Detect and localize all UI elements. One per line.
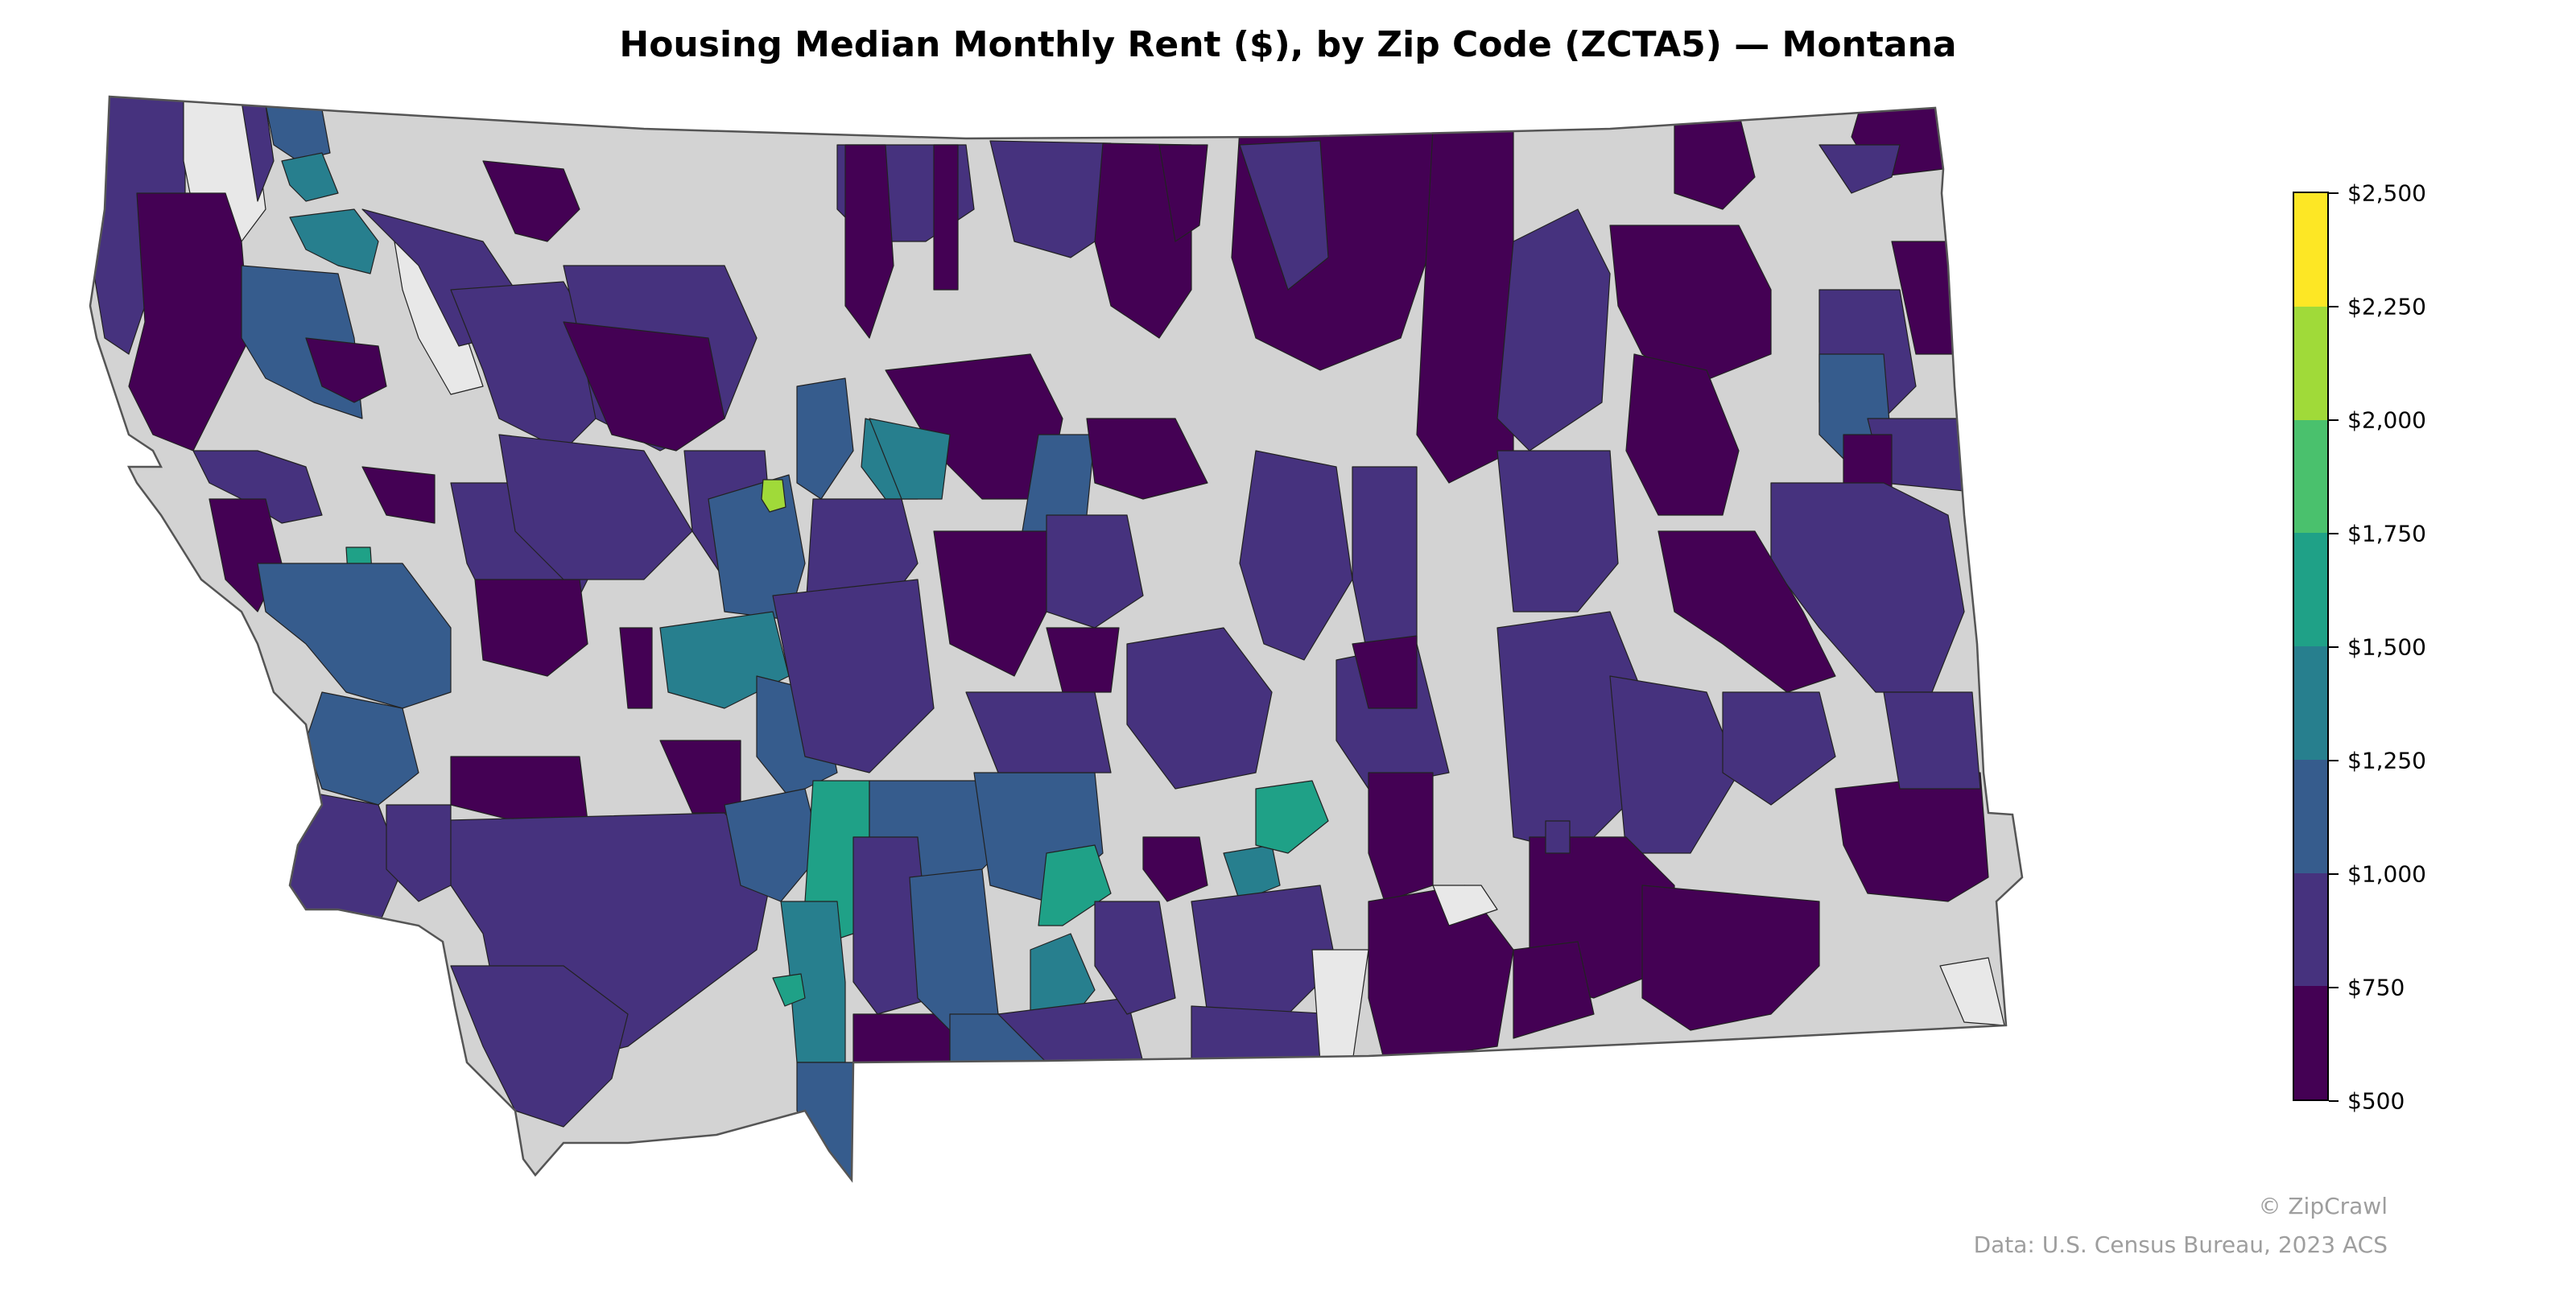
colorbar-label: $500 bbox=[2347, 1087, 2405, 1115]
colorbar-tick bbox=[2329, 873, 2339, 875]
colorbar-bin-2 bbox=[2294, 759, 2327, 873]
colorbar-tick bbox=[2329, 533, 2339, 534]
colorbar-bin-5 bbox=[2294, 419, 2327, 534]
colorbar bbox=[2293, 192, 2329, 1101]
data-source-credit: Data: U.S. Census Bureau, 2023 ACS bbox=[1973, 1231, 2388, 1258]
colorbar-tick bbox=[2329, 646, 2339, 648]
chart-title: Housing Median Monthly Rent ($), by Zip … bbox=[619, 24, 1957, 65]
colorbar-tick bbox=[2329, 419, 2339, 421]
colorbar-bin-7 bbox=[2294, 193, 2327, 307]
colorbar-bin-3 bbox=[2294, 646, 2327, 760]
colorbar-label: $1,000 bbox=[2347, 860, 2426, 888]
colorbar-tick bbox=[2329, 987, 2339, 988]
colorbar-tick bbox=[2329, 192, 2339, 194]
colorbar-label: $2,500 bbox=[2347, 179, 2426, 207]
colorbar-bin-4 bbox=[2294, 533, 2327, 646]
colorbar-bin-6 bbox=[2294, 306, 2327, 420]
colorbar-label: $1,250 bbox=[2347, 747, 2426, 774]
colorbar-tick bbox=[2329, 306, 2339, 307]
colorbar-label: $750 bbox=[2347, 974, 2405, 1001]
copyright-credit: © ZipCrawl bbox=[2258, 1193, 2388, 1219]
colorbar-tick bbox=[2329, 1100, 2339, 1102]
colorbar-tick bbox=[2329, 760, 2339, 761]
colorbar-bin-1 bbox=[2294, 872, 2327, 987]
colorbar-label: $2,250 bbox=[2347, 293, 2426, 320]
colorbar-label: $1,750 bbox=[2347, 520, 2426, 547]
colorbar-bin-0 bbox=[2294, 986, 2327, 1099]
colorbar-label: $2,000 bbox=[2347, 406, 2426, 434]
colorbar-label: $1,500 bbox=[2347, 633, 2426, 661]
